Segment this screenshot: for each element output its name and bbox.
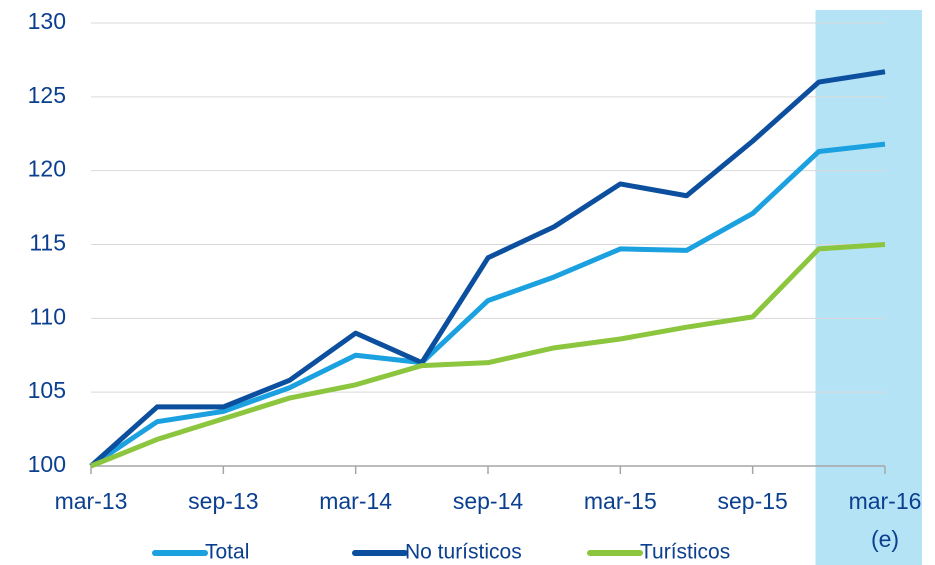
x-tick-label: mar-13 [55, 488, 128, 514]
y-tick-label: 110 [29, 303, 66, 329]
legend-label: Total [205, 541, 249, 564]
y-tick-label: 105 [28, 377, 66, 403]
x-tick-label: mar-14 [319, 488, 392, 514]
y-tick-label: 120 [28, 156, 66, 182]
y-tick-label: 125 [28, 82, 66, 108]
legend-label: No turísticos [405, 541, 522, 564]
y-tick-label: 100 [28, 451, 66, 477]
series-line [89, 69, 886, 468]
forecast-shade [815, 10, 922, 565]
y-tick-label: 115 [29, 230, 66, 256]
x-tick-label: sep-13 [188, 488, 258, 514]
x-tick-label: mar-15 [584, 488, 657, 514]
series-line [89, 141, 886, 469]
legend-label: Turísticos [640, 541, 730, 564]
x-tick-label: sep-14 [453, 488, 524, 514]
x-tick-label: sep-15 [718, 488, 788, 514]
x-tick-label: mar-16 [849, 488, 922, 514]
y-tick-label: 130 [28, 8, 66, 34]
x-note: (e) [871, 526, 899, 552]
series-line [90, 242, 886, 469]
